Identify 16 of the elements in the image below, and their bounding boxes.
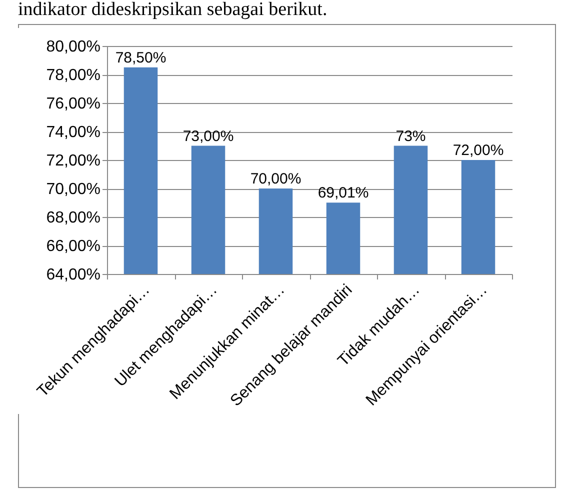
data-label: 78,50% <box>115 49 166 66</box>
y-tick-label: 70,00% <box>46 181 100 198</box>
data-label: 69,01% <box>318 184 369 202</box>
y-tick-label: 72,00% <box>46 152 100 170</box>
y-tick-label: 76,00% <box>46 96 100 112</box>
data-label: 73,00% <box>182 128 234 145</box>
y-tick-label: 64,00% <box>46 266 100 284</box>
text: indikator dideskripsikan sebagai berikut. <box>17 0 328 22</box>
data-label: 70,00% <box>250 170 302 188</box>
y-tick-label: 68,00% <box>46 210 100 226</box>
data-label: 73% <box>396 128 426 145</box>
y-tick-label: 78,00% <box>46 67 100 84</box>
y-tick-label: 80,00% <box>46 38 100 56</box>
data-label: 72,00% <box>452 142 504 159</box>
y-tick-label: 66,00% <box>46 238 100 255</box>
y-tick-label: 74,00% <box>46 124 100 141</box>
